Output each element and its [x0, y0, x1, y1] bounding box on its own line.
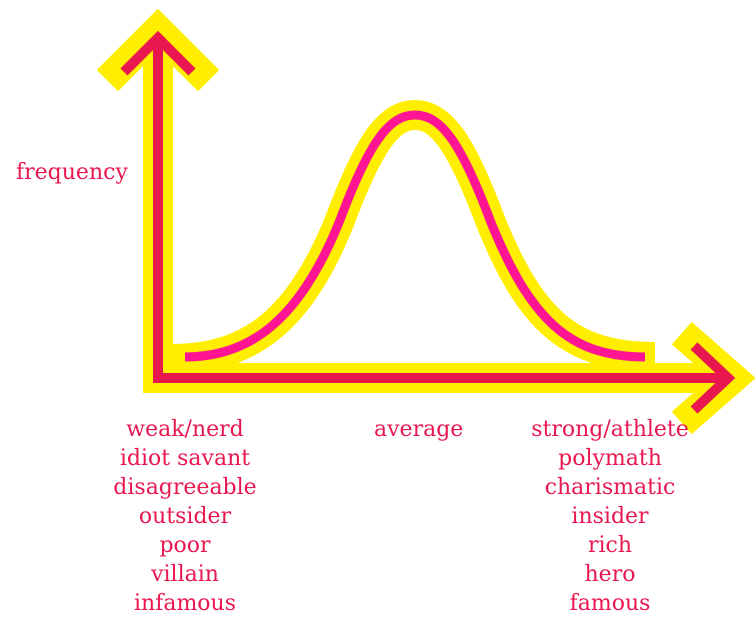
left-label: disagreeable: [113, 475, 257, 500]
center-label: average: [374, 417, 464, 442]
left-label: outsider: [138, 504, 232, 529]
bell-curve: [184, 110, 646, 362]
right-label: famous: [569, 591, 651, 616]
y-axis-arrowhead: [120, 30, 196, 76]
x-axis-arrowhead: [690, 342, 736, 414]
left-label: villain: [151, 562, 219, 587]
right-label: rich: [587, 533, 633, 558]
left-label-list: weak/nerd idiot savant disagreeable outs…: [90, 415, 280, 618]
right-label: polymath: [558, 446, 662, 471]
right-label: strong/athlete: [531, 417, 689, 442]
left-label: idiot savant: [119, 446, 251, 471]
right-label-list: strong/athlete polymath charismatic insi…: [520, 415, 700, 618]
left-label: poor: [159, 533, 211, 558]
y-axis-label: frequency: [16, 160, 128, 185]
left-label: infamous: [133, 591, 237, 616]
right-label: charismatic: [544, 475, 676, 500]
axes: [120, 30, 736, 414]
left-label: weak/nerd: [126, 417, 244, 442]
right-label: hero: [584, 562, 636, 587]
right-label: insider: [571, 504, 649, 529]
bell-curve-outline: [171, 100, 656, 374]
